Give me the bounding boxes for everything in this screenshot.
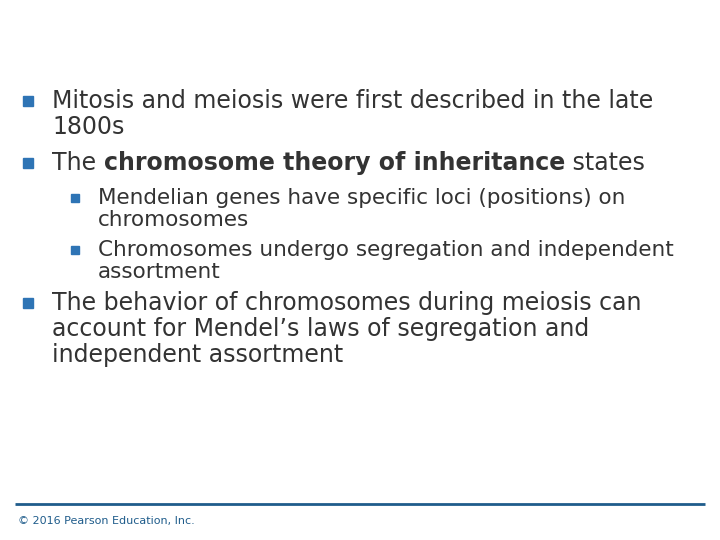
Text: chromosome theory of inheritance: chromosome theory of inheritance (104, 151, 565, 175)
Text: Mendelian genes have specific loci (positions) on: Mendelian genes have specific loci (posi… (98, 187, 626, 207)
Text: 1800s: 1800s (52, 115, 125, 139)
Text: chromosomes: chromosomes (98, 211, 249, 231)
Text: account for Mendel’s laws of segregation and: account for Mendel’s laws of segregation… (52, 317, 589, 341)
Text: Mitosis and meiosis were first described in the late: Mitosis and meiosis were first described… (52, 89, 653, 113)
Text: assortment: assortment (98, 262, 221, 282)
Text: The behavior of chromosomes during meiosis can: The behavior of chromosomes during meios… (52, 291, 642, 315)
Text: © 2016 Pearson Education, Inc.: © 2016 Pearson Education, Inc. (18, 516, 194, 526)
Text: states: states (565, 151, 644, 175)
Text: The: The (52, 151, 104, 175)
Text: Chromosomes undergo segregation and independent: Chromosomes undergo segregation and inde… (98, 240, 674, 260)
Text: independent assortment: independent assortment (52, 343, 343, 367)
